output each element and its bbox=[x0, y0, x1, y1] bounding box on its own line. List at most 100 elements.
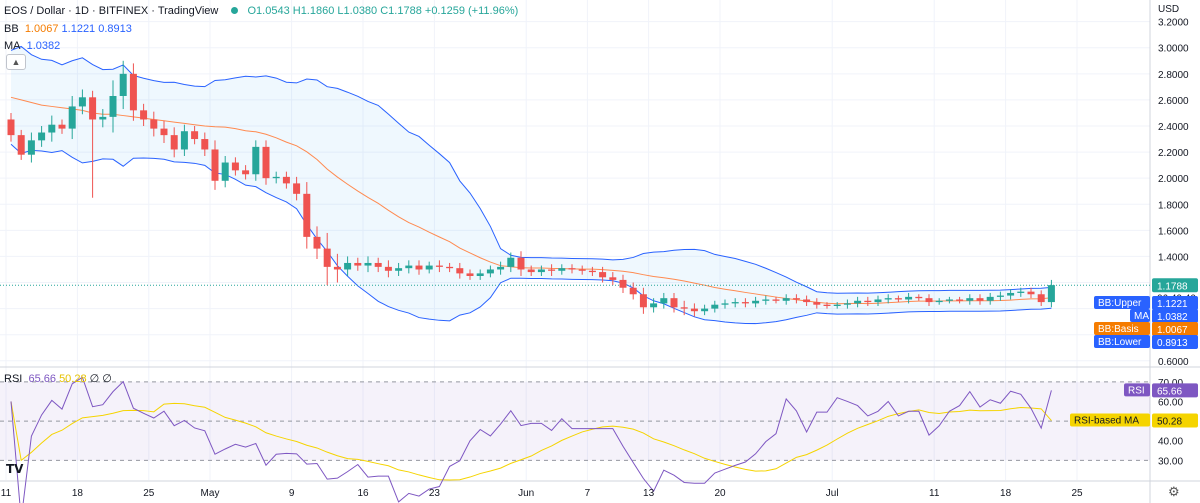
time-tick-label: 9 bbox=[289, 488, 295, 499]
candle-body bbox=[1027, 291, 1035, 295]
candle-body bbox=[89, 97, 97, 120]
gear-icon[interactable]: ⚙ bbox=[1168, 484, 1180, 499]
candle-body bbox=[517, 257, 525, 270]
candle-body bbox=[476, 273, 484, 276]
candle-body bbox=[874, 299, 882, 303]
series-label-bg bbox=[1094, 322, 1150, 335]
candle-body bbox=[803, 299, 811, 303]
candle-body bbox=[231, 162, 239, 171]
candle-body bbox=[690, 308, 698, 312]
candle-body bbox=[119, 73, 127, 96]
rsi-legend[interactable]: RSI 65.66 50.28 ∅ ∅ bbox=[4, 372, 112, 385]
series-label: BB:Lower bbox=[1098, 337, 1142, 348]
time-tick-label: Jul bbox=[826, 488, 839, 499]
candle-body bbox=[170, 135, 178, 150]
collapse-legend-button[interactable]: ▲ bbox=[6, 54, 26, 70]
rsi-value: 65.66 bbox=[28, 373, 56, 385]
time-tick-label: 25 bbox=[1071, 488, 1083, 499]
ma-legend[interactable]: MA 1.0382 bbox=[4, 40, 60, 52]
candle-body bbox=[792, 298, 800, 300]
symbol-title[interactable]: EOS / Dollar · 1D · BITFINEX · TradingVi… bbox=[4, 5, 219, 17]
candle-body bbox=[68, 106, 76, 129]
rsi-line bbox=[10, 376, 1052, 503]
candle-body bbox=[221, 162, 229, 181]
series-value-badge: 0.8913 bbox=[1157, 338, 1188, 349]
candles bbox=[7, 60, 1055, 317]
price-tick-label: 1.8000 bbox=[1158, 200, 1189, 211]
rsi-extra: ∅ ∅ bbox=[89, 373, 112, 385]
series-label: MA bbox=[1134, 311, 1149, 322]
candle-body bbox=[109, 96, 117, 117]
rsi-series-label: RSI bbox=[1128, 385, 1145, 396]
rsi-tick-label: 60.00 bbox=[1158, 397, 1183, 408]
candle-body bbox=[976, 298, 984, 301]
candle-body bbox=[344, 262, 352, 270]
candle-body bbox=[813, 302, 821, 305]
price-tick-label: 2.0000 bbox=[1158, 174, 1189, 185]
series-value-badge: 1.0067 bbox=[1157, 325, 1188, 336]
candle-body bbox=[211, 149, 219, 181]
candle-body bbox=[915, 296, 923, 299]
candle-body bbox=[38, 132, 46, 141]
bb-upper-value: 1.1221 bbox=[61, 23, 96, 35]
series-label: BB:Upper bbox=[1098, 298, 1142, 309]
bollinger-band-fill bbox=[11, 46, 1052, 324]
rsi-band-fill bbox=[0, 381, 1150, 461]
time-tick-label: 23 bbox=[429, 488, 441, 499]
time-tick-label: 16 bbox=[357, 488, 369, 499]
bb-upper-line bbox=[10, 45, 1052, 294]
bb-label: BB bbox=[4, 23, 19, 35]
rsi-value-badge: 50.28 bbox=[1157, 417, 1182, 428]
rsi-label: RSI bbox=[4, 373, 23, 385]
candle-body bbox=[537, 269, 545, 273]
candle-body bbox=[884, 298, 892, 300]
price-tick-label: 1.4000 bbox=[1158, 252, 1189, 263]
candle-body bbox=[364, 262, 372, 266]
candle-body bbox=[27, 140, 35, 155]
candle-body bbox=[823, 304, 831, 306]
rsi-value-badge-bg bbox=[1152, 383, 1198, 398]
candle-body bbox=[425, 265, 433, 270]
candle-body bbox=[1007, 292, 1015, 296]
tradingview-logo-icon[interactable]: TV bbox=[6, 462, 24, 476]
candle-body bbox=[486, 269, 494, 274]
candle-body bbox=[17, 135, 25, 155]
price-tick-label: 3.0000 bbox=[1158, 44, 1189, 55]
last-price-badge: 1.1788 bbox=[1157, 281, 1188, 292]
candle-body bbox=[843, 303, 851, 305]
time-tick-label: 7 bbox=[585, 488, 591, 499]
time-tick-label: 18 bbox=[1000, 488, 1012, 499]
time-axis[interactable]: 11 18 25 May 9 16 23 Jun 7 13 20 Jul 11 18 25 bbox=[1, 488, 1083, 499]
candle-body bbox=[78, 97, 86, 107]
candle-body bbox=[1037, 294, 1045, 303]
candle-body bbox=[568, 268, 576, 270]
ma-label: MA bbox=[4, 40, 21, 52]
time-tick-label: May bbox=[201, 488, 220, 499]
candle-body bbox=[864, 300, 872, 303]
candle-body bbox=[58, 124, 66, 129]
series-value-badge: 1.0382 bbox=[1157, 312, 1188, 323]
bb-legend[interactable]: BB 1.0067 1.1221 0.8913 bbox=[4, 23, 132, 35]
series-label-bg bbox=[1094, 296, 1150, 309]
price-tick-label: 2.8000 bbox=[1158, 70, 1189, 81]
series-value-badge-bg bbox=[1152, 296, 1198, 310]
candle-body bbox=[180, 131, 188, 150]
candle-body bbox=[405, 265, 413, 269]
rsi-pane bbox=[0, 376, 1150, 503]
candle-body bbox=[752, 300, 760, 304]
candle-body bbox=[599, 272, 607, 278]
candle-body bbox=[935, 300, 943, 303]
candle-body bbox=[201, 139, 209, 150]
candle-body bbox=[996, 295, 1004, 297]
candle-body bbox=[150, 119, 158, 129]
series-label-bg bbox=[1130, 309, 1150, 322]
market-status-icon bbox=[231, 7, 239, 14]
candle-body bbox=[548, 269, 556, 271]
time-tick-label: 20 bbox=[714, 488, 726, 499]
time-tick-label: 13 bbox=[643, 488, 655, 499]
price-axis[interactable]: USD0.60000.80001.00001.20001.40001.60001… bbox=[1158, 4, 1189, 467]
candle-body bbox=[303, 193, 311, 237]
candle-body bbox=[242, 170, 250, 175]
